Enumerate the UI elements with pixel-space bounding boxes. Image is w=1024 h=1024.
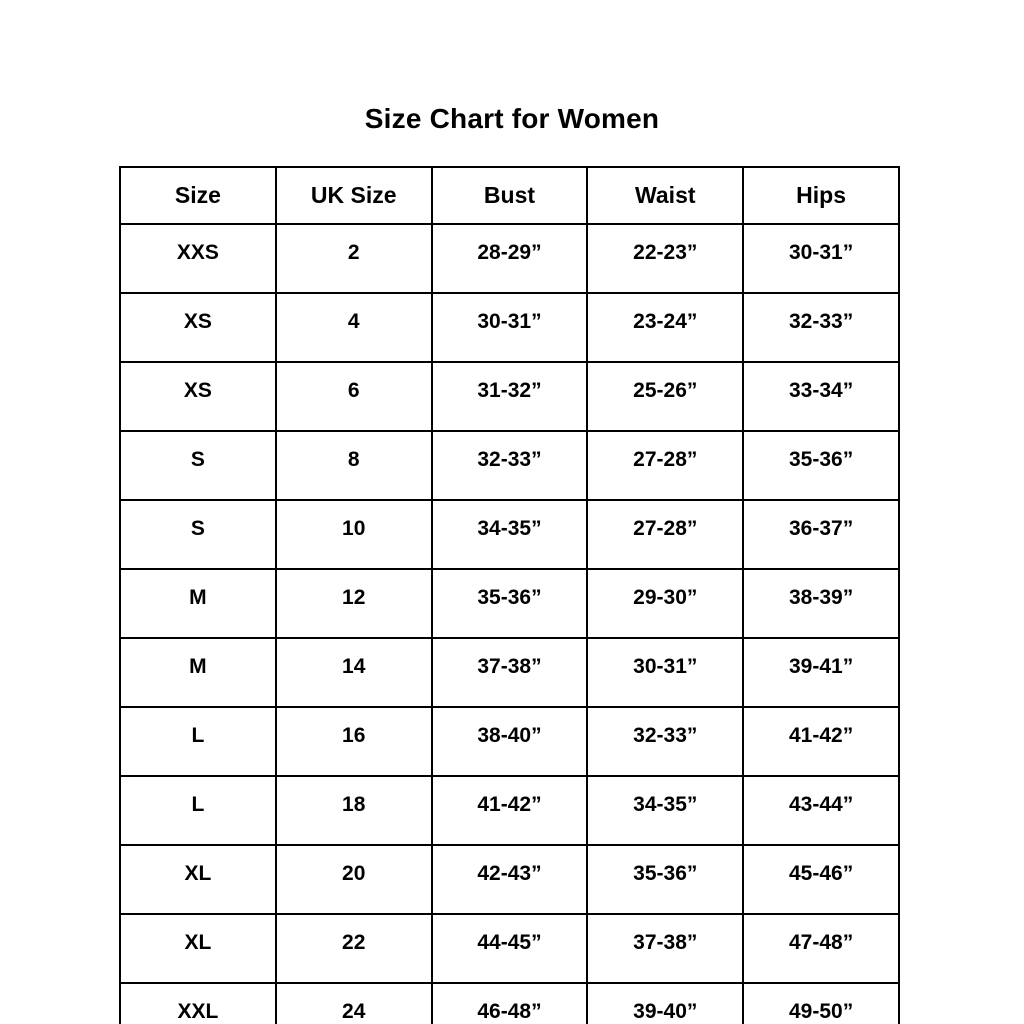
cell-uk: 18: [274, 775, 433, 846]
header-row: Size UK Size Bust Waist Hips: [119, 166, 900, 225]
cell-hips: 35-36”: [742, 430, 900, 501]
size-chart-table: Size UK Size Bust Waist Hips XXS 2 28-29…: [119, 166, 900, 1024]
cell-uk: 20: [274, 844, 433, 915]
cell-waist: 27-28”: [586, 499, 745, 570]
cell-hips: 43-44”: [742, 775, 900, 846]
cell-waist: 30-31”: [586, 637, 745, 708]
cell-hips: 47-48”: [742, 913, 900, 984]
cell-uk: 4: [274, 292, 433, 363]
table-row: M 14 37-38” 30-31” 39-41”: [119, 637, 900, 708]
cell-size: M: [119, 568, 277, 639]
cell-bust: 44-45”: [430, 913, 589, 984]
cell-waist: 22-23”: [586, 223, 745, 294]
cell-waist: 34-35”: [586, 775, 745, 846]
cell-bust: 30-31”: [430, 292, 589, 363]
table-row: XS 4 30-31” 23-24” 32-33”: [119, 292, 900, 363]
cell-size: XL: [119, 844, 277, 915]
cell-uk: 10: [274, 499, 433, 570]
table-row: S 10 34-35” 27-28” 36-37”: [119, 499, 900, 570]
cell-waist: 37-38”: [586, 913, 745, 984]
header-cell-uk-size: UK Size: [274, 166, 433, 225]
cell-hips: 32-33”: [742, 292, 900, 363]
cell-size: S: [119, 430, 277, 501]
header-cell-waist: Waist: [586, 166, 745, 225]
cell-hips: 41-42”: [742, 706, 900, 777]
cell-bust: 31-32”: [430, 361, 589, 432]
cell-hips: 39-41”: [742, 637, 900, 708]
page-title: Size Chart for Women: [364, 103, 660, 134]
table-row: L 18 41-42” 34-35” 43-44”: [119, 775, 900, 846]
cell-bust: 35-36”: [430, 568, 589, 639]
cell-size: L: [119, 706, 277, 777]
table-row: XXS 2 28-29” 22-23” 30-31”: [119, 223, 900, 294]
cell-hips: 33-34”: [742, 361, 900, 432]
cell-size: L: [119, 775, 277, 846]
table-row: XL 22 44-45” 37-38” 47-48”: [119, 913, 900, 984]
table-row: M 12 35-36” 29-30” 38-39”: [119, 568, 900, 639]
cell-bust: 37-38”: [430, 637, 589, 708]
cell-hips: 38-39”: [742, 568, 900, 639]
cell-waist: 25-26”: [586, 361, 745, 432]
cell-bust: 28-29”: [430, 223, 589, 294]
table-body: XXS 2 28-29” 22-23” 30-31” XS 4 30-31” 2…: [119, 223, 900, 1024]
header-cell-bust: Bust: [430, 166, 589, 225]
cell-uk: 6: [274, 361, 433, 432]
cell-bust: 41-42”: [430, 775, 589, 846]
cell-waist: 29-30”: [586, 568, 745, 639]
header-cell-size: Size: [119, 166, 277, 225]
cell-hips: 45-46”: [742, 844, 900, 915]
header-cell-hips: Hips: [742, 166, 900, 225]
cell-waist: 39-40”: [586, 982, 745, 1024]
cell-bust: 32-33”: [430, 430, 589, 501]
cell-bust: 38-40”: [430, 706, 589, 777]
cell-size: XS: [119, 292, 277, 363]
cell-size: XL: [119, 913, 277, 984]
cell-size: XXS: [119, 223, 277, 294]
table-row: XL 20 42-43” 35-36” 45-46”: [119, 844, 900, 915]
cell-waist: 27-28”: [586, 430, 745, 501]
table-row: L 16 38-40” 32-33” 41-42”: [119, 706, 900, 777]
table-row: XS 6 31-32” 25-26” 33-34”: [119, 361, 900, 432]
table-row: S 8 32-33” 27-28” 35-36”: [119, 430, 900, 501]
table-row: XXL 24 46-48” 39-40” 49-50”: [119, 982, 900, 1024]
cell-bust: 42-43”: [430, 844, 589, 915]
cell-uk: 24: [274, 982, 433, 1024]
cell-hips: 30-31”: [742, 223, 900, 294]
cell-bust: 34-35”: [430, 499, 589, 570]
cell-size: XS: [119, 361, 277, 432]
cell-waist: 32-33”: [586, 706, 745, 777]
cell-waist: 35-36”: [586, 844, 745, 915]
cell-uk: 14: [274, 637, 433, 708]
cell-uk: 12: [274, 568, 433, 639]
cell-uk: 22: [274, 913, 433, 984]
cell-hips: 49-50”: [742, 982, 900, 1024]
cell-waist: 23-24”: [586, 292, 745, 363]
cell-size: XXL: [119, 982, 277, 1024]
cell-hips: 36-37”: [742, 499, 900, 570]
table-header: Size UK Size Bust Waist Hips: [119, 166, 900, 225]
cell-size: S: [119, 499, 277, 570]
cell-uk: 16: [274, 706, 433, 777]
cell-uk: 2: [274, 223, 433, 294]
cell-bust: 46-48”: [430, 982, 589, 1024]
cell-uk: 8: [274, 430, 433, 501]
cell-size: M: [119, 637, 277, 708]
